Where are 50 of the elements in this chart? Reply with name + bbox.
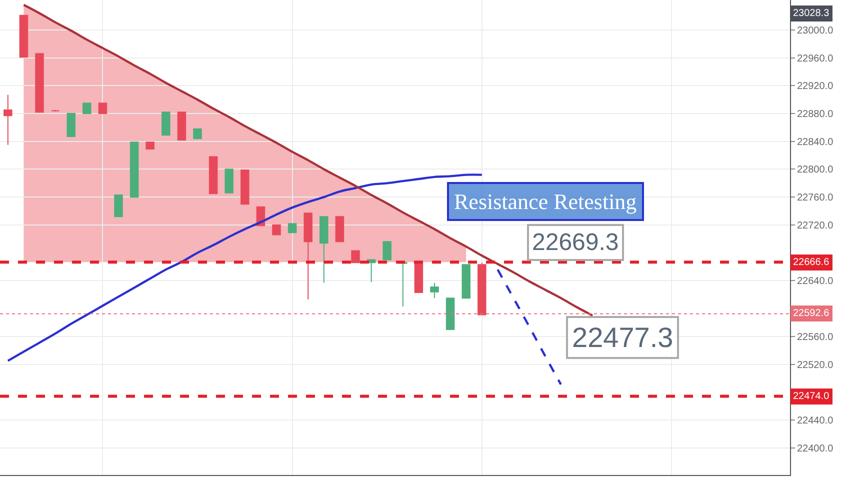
annotation: 22477.3 xyxy=(572,322,674,353)
candlestick xyxy=(320,216,328,284)
candlestick xyxy=(66,113,76,138)
candlestick xyxy=(478,262,486,316)
candlestick xyxy=(398,262,408,307)
y-tick-label: 22440.0 xyxy=(797,415,834,426)
candlestick xyxy=(177,112,186,140)
y-tick-label: 22920.0 xyxy=(797,81,834,92)
candlestick xyxy=(304,212,312,300)
ref-line-label: 22666.6 xyxy=(793,257,830,268)
y-tick-label: 22640.0 xyxy=(797,276,834,288)
candlestick xyxy=(430,282,439,299)
candlestick xyxy=(240,169,250,205)
y-tick-label: 22400.0 xyxy=(797,443,834,454)
candlestick xyxy=(114,194,123,218)
y-tick-label: 22960.0 xyxy=(797,53,834,64)
candlestick xyxy=(162,112,170,136)
candlestick xyxy=(4,94,12,146)
candlestick xyxy=(82,102,92,114)
y-tick-label: 22840.0 xyxy=(797,136,834,148)
candlestick xyxy=(335,216,344,242)
line-series xyxy=(496,268,562,386)
candlestick xyxy=(130,142,139,198)
candlestick xyxy=(193,128,202,140)
candlestick xyxy=(414,262,424,294)
candlestick xyxy=(224,168,234,194)
y-tick-label: 22560.0 xyxy=(797,332,834,343)
candlestick xyxy=(366,259,376,283)
y-tick-label: 22880.0 xyxy=(797,109,834,120)
candlestick xyxy=(462,264,470,299)
candlestick xyxy=(208,156,218,194)
y-tick-label: 22520.0 xyxy=(797,360,834,371)
annotation: 22669.3 xyxy=(532,229,619,256)
annotation: Resistance Retesting xyxy=(454,189,637,214)
ref-line-label: 22474.0 xyxy=(793,391,830,402)
ref-line-label: 22592.6 xyxy=(793,308,830,319)
y-tick-label: 22760.0 xyxy=(797,192,834,204)
candlestick xyxy=(288,223,297,234)
candlestick xyxy=(35,53,44,113)
candlestick xyxy=(446,298,455,330)
text: 23028.3 xyxy=(793,8,830,19)
candlestick xyxy=(351,250,360,264)
y-tick-label: 22720.0 xyxy=(797,220,834,232)
y-tick-label: 22800.0 xyxy=(797,164,834,176)
candlestick xyxy=(19,14,28,58)
y-tick-label: 23000.0 xyxy=(797,25,834,36)
candlestick xyxy=(382,241,392,260)
candlestick xyxy=(272,224,281,236)
candlestick xyxy=(146,142,154,150)
candlestick xyxy=(98,102,108,114)
